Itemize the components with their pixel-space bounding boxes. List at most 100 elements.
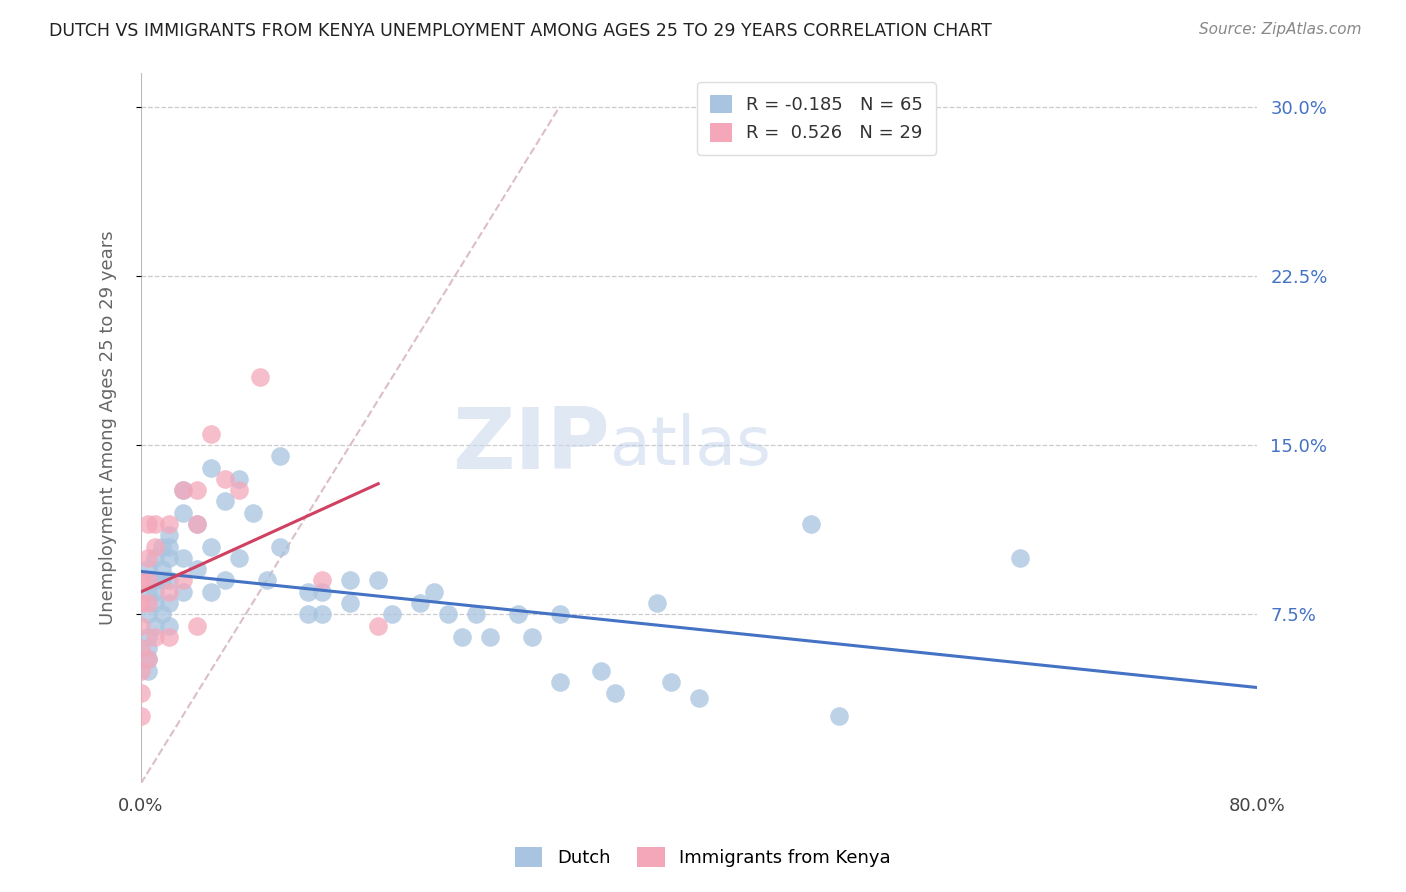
Point [157, 540, 180, 554]
Point [172, 584, 194, 599]
Point [129, 664, 152, 678]
Point [136, 596, 159, 610]
Point [129, 686, 152, 700]
Point [659, 674, 682, 689]
Point [478, 630, 501, 644]
Point [150, 607, 173, 622]
Point [186, 618, 208, 632]
Point [157, 550, 180, 565]
Point [269, 450, 291, 464]
Point [129, 641, 152, 656]
Point [157, 618, 180, 632]
Point [150, 540, 173, 554]
Point [200, 460, 222, 475]
Point [129, 596, 152, 610]
Point [367, 618, 389, 632]
Point [214, 574, 236, 588]
Point [136, 652, 159, 666]
Point [645, 596, 668, 610]
Text: ZIP: ZIP [451, 404, 610, 487]
Point [688, 690, 710, 705]
Point [311, 574, 333, 588]
Point [150, 574, 173, 588]
Point [800, 516, 823, 531]
Text: DUTCH VS IMMIGRANTS FROM KENYA UNEMPLOYMENT AMONG AGES 25 TO 29 YEARS CORRELATIO: DUTCH VS IMMIGRANTS FROM KENYA UNEMPLOYM… [49, 22, 993, 40]
Point [136, 664, 159, 678]
Point [214, 472, 236, 486]
Point [136, 641, 159, 656]
Text: Source: ZipAtlas.com: Source: ZipAtlas.com [1198, 22, 1361, 37]
Point [256, 574, 278, 588]
Point [228, 550, 250, 565]
Legend: R = -0.185   N = 65, R =  0.526   N = 29: R = -0.185 N = 65, R = 0.526 N = 29 [697, 82, 935, 155]
Point [297, 607, 319, 622]
Point [172, 483, 194, 498]
Point [367, 574, 389, 588]
Point [520, 630, 543, 644]
Point [136, 652, 159, 666]
Point [339, 596, 361, 610]
Point [506, 607, 529, 622]
Point [150, 562, 173, 576]
Point [143, 550, 166, 565]
Point [228, 483, 250, 498]
Point [143, 540, 166, 554]
Point [172, 506, 194, 520]
Point [200, 540, 222, 554]
Point [242, 506, 264, 520]
Point [827, 708, 849, 723]
Point [200, 584, 222, 599]
Point [186, 516, 208, 531]
Point [157, 596, 180, 610]
Point [311, 607, 333, 622]
Point [297, 584, 319, 599]
Point [464, 607, 486, 622]
Point [451, 630, 474, 644]
Point [143, 630, 166, 644]
Y-axis label: Unemployment Among Ages 25 to 29 years: Unemployment Among Ages 25 to 29 years [100, 231, 117, 625]
Point [136, 607, 159, 622]
Point [409, 596, 432, 610]
Point [157, 630, 180, 644]
Text: atlas: atlas [610, 413, 770, 479]
Point [1008, 550, 1031, 565]
Point [136, 550, 159, 565]
Point [200, 426, 222, 441]
Point [249, 370, 271, 384]
Point [157, 528, 180, 542]
Point [269, 540, 291, 554]
Point [143, 618, 166, 632]
Point [214, 494, 236, 508]
Point [136, 516, 159, 531]
Point [311, 584, 333, 599]
Point [129, 574, 152, 588]
Point [143, 516, 166, 531]
Point [172, 550, 194, 565]
Point [591, 664, 613, 678]
Point [548, 674, 571, 689]
Point [136, 574, 159, 588]
Point [186, 483, 208, 498]
Point [186, 562, 208, 576]
Point [172, 574, 194, 588]
Point [228, 472, 250, 486]
Point [381, 607, 404, 622]
Point [605, 686, 627, 700]
Point [129, 618, 152, 632]
Point [437, 607, 460, 622]
Legend: Dutch, Immigrants from Kenya: Dutch, Immigrants from Kenya [508, 839, 898, 874]
Point [157, 584, 180, 599]
Point [172, 483, 194, 498]
Point [136, 630, 159, 644]
Point [157, 516, 180, 531]
Point [143, 596, 166, 610]
Point [548, 607, 571, 622]
Point [136, 584, 159, 599]
Point [186, 516, 208, 531]
Point [136, 562, 159, 576]
Point [157, 574, 180, 588]
Point [143, 574, 166, 588]
Point [143, 584, 166, 599]
Point [423, 584, 446, 599]
Point [339, 574, 361, 588]
